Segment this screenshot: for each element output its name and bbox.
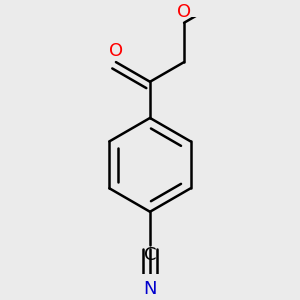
Text: O: O bbox=[177, 3, 191, 21]
Text: C: C bbox=[144, 246, 156, 264]
Text: O: O bbox=[109, 42, 123, 60]
Text: N: N bbox=[143, 280, 157, 298]
